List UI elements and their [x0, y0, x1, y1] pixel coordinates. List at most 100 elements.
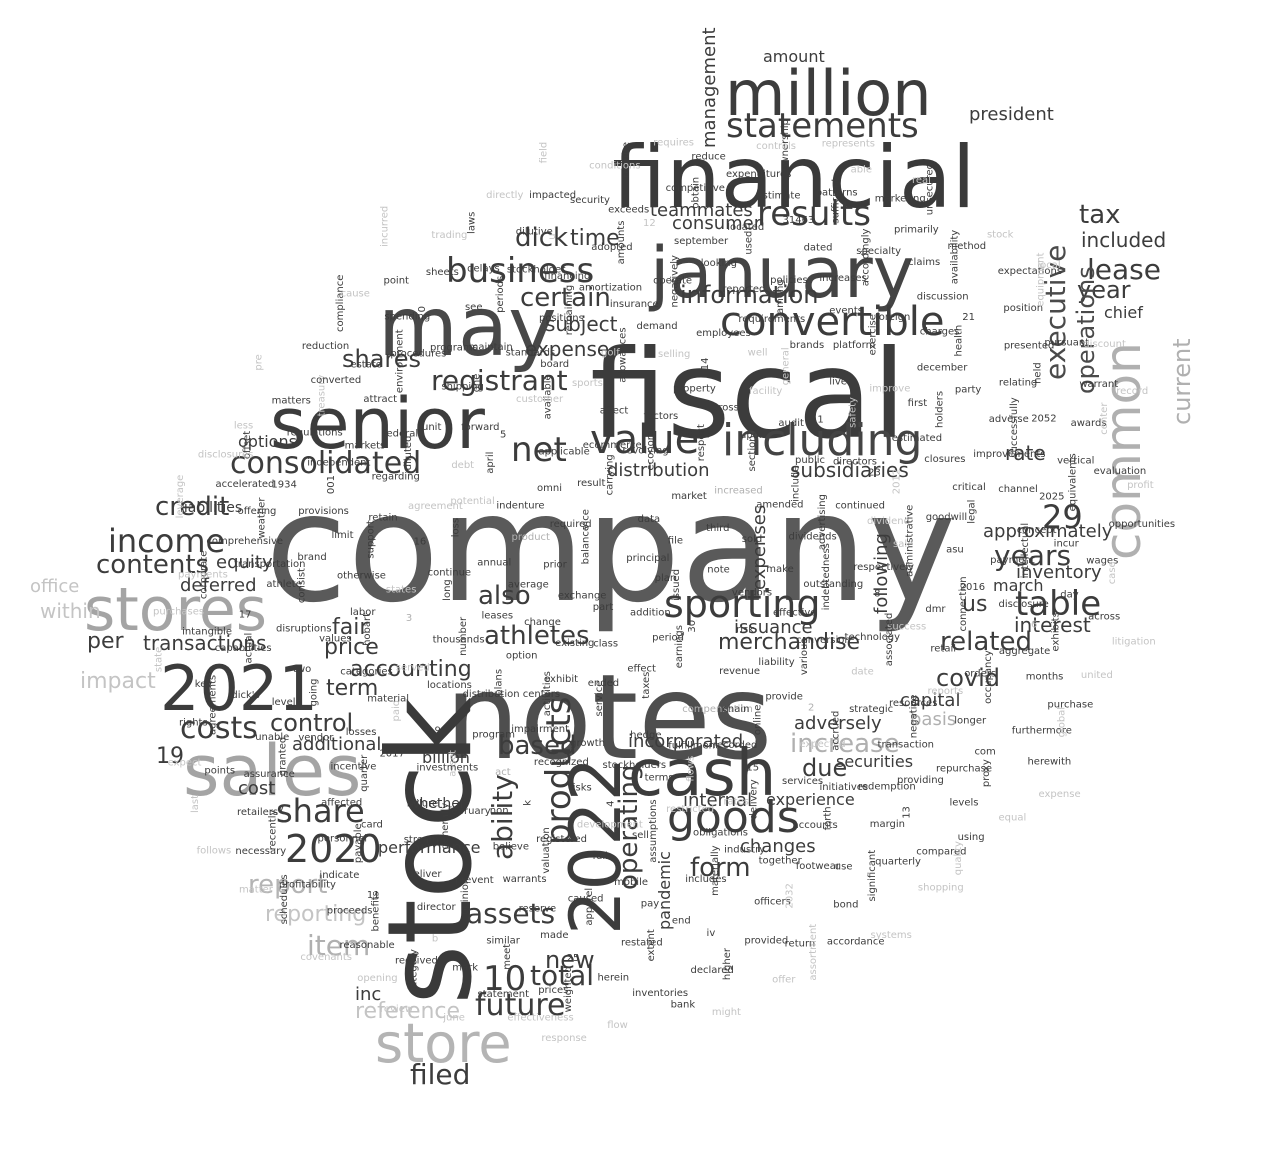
- cloud-word: table: [1015, 584, 1101, 624]
- cloud-word: available: [543, 374, 554, 419]
- cloud-word: taxes: [641, 672, 652, 699]
- cloud-word: office: [30, 576, 79, 597]
- cloud-word: unable: [255, 732, 289, 743]
- cloud-word: 3: [406, 613, 412, 624]
- cloud-word: agreement: [408, 501, 463, 512]
- cloud-word: executive: [1039, 245, 1072, 380]
- cloud-word: operate: [653, 276, 692, 287]
- cloud-word: affect: [600, 405, 629, 416]
- cloud-word: growth: [570, 738, 605, 749]
- cloud-word: made: [540, 930, 568, 941]
- cloud-word: payment: [990, 555, 1035, 566]
- cloud-word: annual: [477, 558, 511, 569]
- cloud-word: requirements: [738, 314, 805, 325]
- cloud-word: using: [958, 832, 985, 843]
- cloud-word: data: [638, 514, 661, 525]
- cloud-word: third: [706, 523, 729, 534]
- cloud-word: record: [1116, 386, 1148, 397]
- cloud-word: regarding: [372, 471, 420, 482]
- cloud-word: competitive: [666, 183, 725, 194]
- cloud-word: reduce: [691, 151, 725, 162]
- cloud-word: 2022: [555, 757, 637, 935]
- cloud-word: respect: [696, 424, 707, 461]
- cloud-word: prior: [543, 559, 567, 570]
- cloud-word: potential: [450, 496, 494, 507]
- cloud-word: experience: [766, 790, 855, 809]
- cloud-word: adopted: [591, 242, 632, 253]
- cloud-word: significant: [867, 850, 878, 902]
- cloud-word: success: [887, 621, 926, 632]
- cloud-word: points: [204, 765, 235, 776]
- cloud-word: risk: [736, 624, 754, 635]
- cloud-word: retain: [368, 512, 397, 523]
- cloud-word: whether: [408, 796, 466, 812]
- cloud-word: accounting: [350, 657, 472, 682]
- cloud-word: method: [948, 241, 987, 252]
- cloud-word: number: [458, 616, 469, 656]
- cloud-word: us: [962, 592, 987, 617]
- cloud-word: adversely: [794, 713, 882, 734]
- cloud-word: amounts: [616, 221, 627, 265]
- cloud-word: loss: [451, 518, 462, 537]
- cloud-word: sales: [183, 730, 361, 812]
- cloud-word: june: [442, 1013, 465, 1024]
- cloud-word: 29: [1042, 498, 1083, 536]
- cloud-word: unit: [422, 422, 441, 433]
- cloud-word: center: [1099, 402, 1110, 435]
- cloud-word: brands: [790, 340, 824, 351]
- cloud-word: quarter: [359, 754, 370, 792]
- cloud-word: exchange: [558, 590, 607, 601]
- cloud-word: amount: [763, 47, 825, 66]
- cloud-word: ability: [486, 774, 519, 860]
- cloud-word: foreign: [875, 312, 910, 323]
- cloud-word: reference: [355, 999, 460, 1024]
- cloud-word: statement: [478, 989, 530, 1000]
- cloud-word: period: [652, 633, 684, 644]
- cloud-word: hedge: [630, 730, 661, 741]
- cloud-word: values: [319, 634, 352, 645]
- cloud-word: able: [851, 165, 872, 176]
- cloud-word: rates: [723, 796, 749, 807]
- cloud-word: well: [748, 348, 768, 359]
- cloud-word: equal: [999, 813, 1027, 824]
- cloud-word: section: [747, 435, 758, 471]
- cloud-word: part: [593, 602, 614, 613]
- cloud-word: file: [668, 535, 683, 546]
- cloud-word: party: [955, 385, 982, 396]
- cloud-word: common: [1094, 342, 1152, 560]
- cloud-word: herewith: [1027, 756, 1071, 767]
- cloud-word: agreements: [208, 675, 219, 735]
- cloud-word: months: [1026, 672, 1064, 683]
- cloud-word: 15: [746, 763, 759, 774]
- cloud-word: tax: [1079, 200, 1121, 230]
- cloud-word: vendor: [298, 732, 334, 743]
- cloud-word: events: [829, 305, 863, 316]
- cloud-word: key: [195, 679, 213, 690]
- cloud-word: availability: [950, 230, 961, 284]
- cloud-word: senior: [270, 383, 485, 465]
- cloud-word: 1934: [271, 480, 296, 491]
- cloud-word: allowances: [617, 327, 628, 382]
- cloud-word: impact: [80, 669, 156, 694]
- cloud-word: vice: [580, 509, 591, 529]
- cloud-word: inc: [355, 984, 381, 1005]
- cloud-word: strategic: [849, 704, 893, 715]
- cloud-word: merchandise: [718, 630, 860, 655]
- cloud-word: business: [446, 251, 594, 291]
- cloud-word: indenture: [496, 500, 544, 511]
- cloud-word: positions: [539, 313, 584, 324]
- cloud-word: directors: [833, 457, 877, 468]
- cloud-word: 2016: [960, 582, 985, 593]
- cloud-word: 2012: [891, 469, 902, 494]
- cloud-word: pay: [641, 899, 659, 910]
- cloud-word: required: [550, 519, 592, 530]
- cloud-word: impacted: [529, 190, 576, 201]
- cloud-word: higher: [722, 947, 733, 980]
- cloud-word: forward: [461, 422, 499, 433]
- cloud-word: balance: [580, 525, 591, 564]
- cloud-word: asu: [946, 544, 964, 555]
- cloud-word: evaluation: [1094, 466, 1147, 477]
- cloud-word: athletes: [484, 621, 590, 651]
- cloud-word: including: [722, 415, 922, 466]
- cloud-word: value: [590, 417, 699, 463]
